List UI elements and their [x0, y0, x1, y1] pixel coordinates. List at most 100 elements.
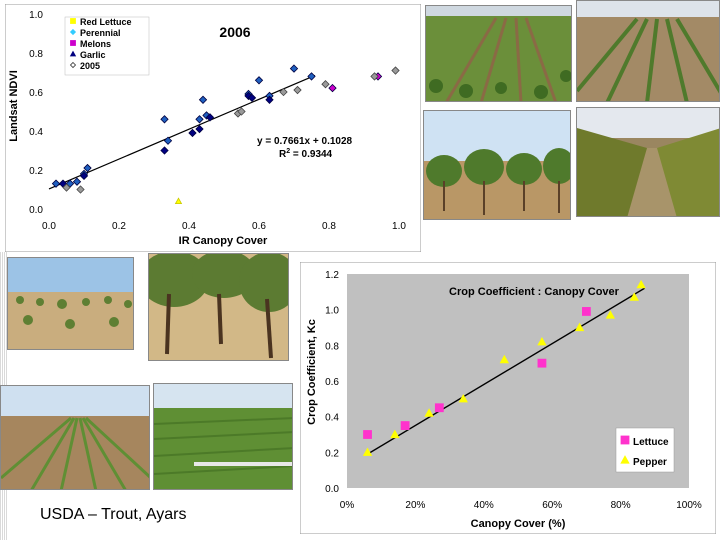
kc-chart-ylabel: Crop Coefficient, Kc [306, 319, 318, 425]
kc-point [537, 358, 547, 368]
ndvi-y-tick-label: 0.2 [29, 166, 43, 177]
ndvi-point [254, 76, 264, 85]
ndvi-point [321, 80, 330, 89]
ndvi-point [51, 179, 61, 188]
ndvi-x-tick-label: 0.6 [252, 221, 266, 232]
photo-mature-orchard [148, 253, 289, 361]
kc-legend [615, 427, 675, 473]
ndvi-y-tick-label: 0.6 [29, 88, 43, 99]
ndvi-point [188, 128, 197, 138]
credit-text: USDA – Trout, Ayars [40, 506, 187, 523]
ndvi-x-tick-label: 1.0 [392, 221, 406, 232]
kc-x-tick-label: 60% [542, 500, 562, 511]
kc-x-tick-label: 20% [405, 500, 425, 511]
kc-chart: Crop Coefficient : Canopy Cover Canopy C… [299, 261, 717, 535]
kc-y-tick-label: 1.0 [325, 306, 339, 317]
ndvi-point [198, 95, 208, 104]
ndvi-point [391, 66, 400, 75]
kc-y-tick-label: 1.2 [325, 270, 339, 281]
photo-lettuce-field [425, 5, 572, 102]
kc-point [581, 307, 591, 316]
ndvi-y-tick-label: 0.8 [29, 49, 43, 60]
ndvi-legend-label: Melons [80, 39, 111, 49]
kc-point [574, 322, 585, 332]
ndvi-legend-label: Perennial [80, 28, 121, 38]
ndvi-y-tick-label: 1.0 [29, 10, 43, 21]
ndvi-point [205, 113, 215, 122]
ndvi-point [76, 185, 85, 194]
ndvi-point [163, 136, 173, 145]
ndvi-legend-marker [69, 61, 77, 69]
kc-x-tick-label: 0% [340, 500, 355, 511]
kc-point [499, 354, 509, 364]
ndvi-point [289, 64, 299, 73]
photo-green-field [153, 383, 293, 490]
kc-legend-label: Lettuce [633, 437, 669, 448]
kc-chart-xlabel: Canopy Cover (%) [471, 518, 566, 530]
ndvi-point [160, 146, 169, 155]
ndvi-legend-marker [69, 50, 77, 57]
kc-legend-label: Pepper [633, 457, 667, 468]
ndvi-legend-label: Garlic [80, 50, 106, 60]
kc-point [400, 421, 410, 430]
kc-point [390, 429, 400, 439]
kc-point [537, 336, 547, 346]
ndvi-point [247, 93, 257, 103]
ndvi-point [72, 177, 82, 186]
kc-point [458, 394, 468, 403]
ndvi-legend-marker [70, 40, 76, 46]
ndvi-chart-title: 2006 [219, 24, 250, 40]
green-field-icon [154, 384, 292, 489]
kc-point [362, 447, 373, 456]
kc-x-tick-label: 40% [474, 500, 494, 511]
ndvi-point [237, 107, 246, 116]
ndvi-chart-svg: 2006 IR Canopy Cover Landsat NDVI y = 0.… [4, 3, 422, 253]
kc-y-tick-label: 0.2 [325, 448, 339, 459]
ndvi-point [370, 72, 379, 81]
kc-y-tick-label: 0.6 [325, 377, 339, 388]
ndvi-point [265, 95, 274, 104]
ndvi-chart-equation: y = 0.7661x + 0.1028 [257, 136, 353, 147]
ndvi-x-tick-label: 0.8 [322, 221, 336, 232]
kc-y-tick-label: 0.4 [325, 413, 339, 424]
ndvi-point [307, 72, 316, 81]
ndvi-legend-marker [69, 28, 77, 36]
ndvi-x-tick-label: 0.0 [42, 221, 56, 232]
ndvi-chart: 2006 IR Canopy Cover Landsat NDVI y = 0.… [4, 3, 422, 253]
ndvi-chart-xlabel: IR Canopy Cover [179, 235, 268, 247]
kc-y-tick-label: 0.8 [325, 341, 339, 352]
photo-orchard-trellis [423, 110, 571, 220]
kc-point [636, 279, 646, 289]
lettuce-field-icon [426, 6, 571, 101]
ndvi-legend [64, 16, 150, 76]
ndvi-y-tick-label: 0.0 [29, 205, 43, 216]
ndvi-point [79, 171, 89, 181]
kc-x-tick-label: 80% [611, 500, 631, 511]
ndvi-point [62, 183, 71, 192]
ndvi-chart-r2: R2 = 0.9344 [279, 148, 333, 160]
ndvi-point [195, 115, 204, 124]
ndvi-point [83, 163, 92, 173]
ndvi-point [160, 115, 169, 124]
kc-point [424, 408, 434, 417]
ndvi-legend-marker [70, 18, 76, 24]
photo-young-crop-rows [0, 385, 150, 490]
photo-vineyard-rows [576, 107, 720, 217]
photo-cropland-rows [576, 0, 720, 102]
ndvi-y-tick-label: 0.4 [29, 127, 43, 138]
ndvi-x-tick-label: 0.2 [112, 221, 126, 232]
kc-chart-svg: Crop Coefficient : Canopy Cover Canopy C… [299, 261, 717, 535]
cropland-rows-icon [577, 1, 719, 101]
kc-legend-marker [620, 455, 630, 464]
kc-point [629, 292, 639, 301]
kc-y-tick-label: 0.0 [325, 484, 339, 495]
photo-young-orchard [7, 257, 134, 350]
young-orchard-icon [8, 258, 133, 349]
kc-x-tick-label: 100% [676, 500, 702, 511]
young-crop-rows-icon [1, 386, 149, 489]
kc-point [434, 403, 444, 413]
kc-chart-title: Crop Coefficient : Canopy Cover [449, 286, 620, 298]
ndvi-legend-label: Red Lettuce [80, 17, 132, 27]
ndvi-chart-ylabel: Landsat NDVI [8, 70, 20, 142]
ndvi-point [279, 87, 288, 97]
